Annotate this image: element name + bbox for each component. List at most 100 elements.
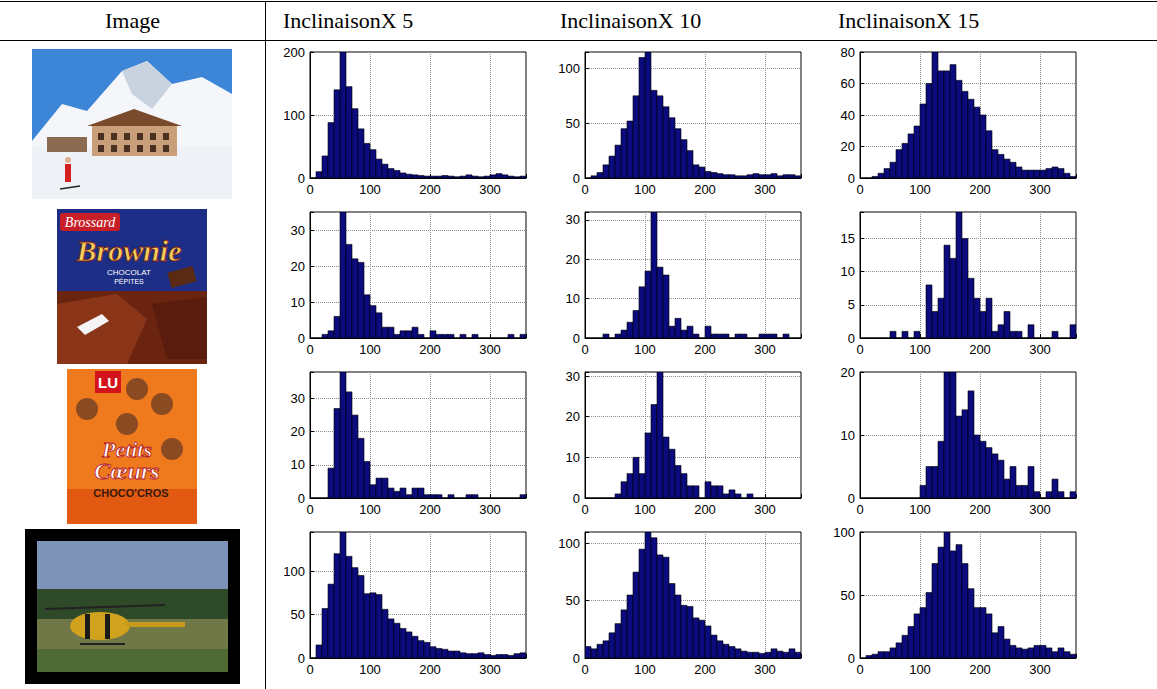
svg-text:0: 0 bbox=[298, 331, 305, 346]
svg-text:50: 50 bbox=[291, 607, 305, 622]
svg-text:100: 100 bbox=[909, 182, 931, 197]
svg-text:20: 20 bbox=[291, 259, 305, 274]
svg-text:300: 300 bbox=[754, 342, 776, 357]
html-text:Image: Image bbox=[105, 8, 160, 33]
svg-text:0: 0 bbox=[581, 662, 588, 677]
svg-text:30: 30 bbox=[291, 391, 305, 406]
svg-text:300: 300 bbox=[479, 502, 501, 517]
svg-text:200: 200 bbox=[419, 662, 441, 677]
svg-text:100: 100 bbox=[359, 182, 381, 197]
svg-text:20: 20 bbox=[841, 139, 855, 154]
svg-text:200: 200 bbox=[969, 182, 991, 197]
svg-text:100: 100 bbox=[359, 662, 381, 677]
svg-text:200: 200 bbox=[969, 662, 991, 677]
svg-text:0: 0 bbox=[306, 182, 313, 197]
svg-text:200: 200 bbox=[419, 502, 441, 517]
svg-text:300: 300 bbox=[1029, 342, 1051, 357]
svg-text:Brownie: Brownie bbox=[75, 234, 181, 267]
svg-text:100: 100 bbox=[558, 61, 580, 76]
svg-text:300: 300 bbox=[1029, 182, 1051, 197]
svg-text:CHOCOLAT: CHOCOLAT bbox=[107, 268, 151, 277]
svg-text:20: 20 bbox=[566, 252, 580, 267]
svg-text:200: 200 bbox=[283, 45, 305, 60]
svg-text:50: 50 bbox=[566, 116, 580, 131]
svg-text:100: 100 bbox=[909, 502, 931, 517]
svg-text:0: 0 bbox=[856, 662, 863, 677]
svg-text:300: 300 bbox=[754, 502, 776, 517]
svg-text:0: 0 bbox=[848, 491, 855, 506]
svg-text:0: 0 bbox=[856, 342, 863, 357]
svg-text:10: 10 bbox=[566, 291, 580, 306]
svg-text:0: 0 bbox=[306, 502, 313, 517]
svg-text:300: 300 bbox=[479, 182, 501, 197]
svg-text:300: 300 bbox=[754, 662, 776, 677]
svg-text:100: 100 bbox=[283, 564, 305, 579]
svg-text:50: 50 bbox=[841, 588, 855, 603]
svg-text:0: 0 bbox=[298, 651, 305, 666]
svg-text:LU: LU bbox=[98, 374, 118, 391]
svg-text:100: 100 bbox=[634, 662, 656, 677]
svg-text:100: 100 bbox=[359, 342, 381, 357]
svg-text:0: 0 bbox=[856, 502, 863, 517]
svg-text:5: 5 bbox=[848, 297, 855, 312]
svg-text:0: 0 bbox=[581, 182, 588, 197]
svg-text:0: 0 bbox=[573, 491, 580, 506]
svg-text:CHOCO'CROS: CHOCO'CROS bbox=[93, 487, 168, 499]
svg-text:10: 10 bbox=[291, 295, 305, 310]
svg-text:15: 15 bbox=[841, 231, 855, 246]
svg-text:100: 100 bbox=[909, 662, 931, 677]
svg-text:100: 100 bbox=[833, 525, 855, 540]
svg-text:300: 300 bbox=[479, 342, 501, 357]
svg-text:60: 60 bbox=[841, 76, 855, 91]
svg-text:0: 0 bbox=[856, 182, 863, 197]
svg-text:300: 300 bbox=[1029, 502, 1051, 517]
svg-text:40: 40 bbox=[841, 108, 855, 123]
svg-text:0: 0 bbox=[298, 491, 305, 506]
svg-text:0: 0 bbox=[306, 342, 313, 357]
svg-text:200: 200 bbox=[694, 502, 716, 517]
svg-text:100: 100 bbox=[283, 108, 305, 123]
svg-text:0: 0 bbox=[848, 171, 855, 186]
svg-text:Cœurs: Cœurs bbox=[94, 458, 159, 484]
svg-text:10: 10 bbox=[291, 457, 305, 472]
svg-text:50: 50 bbox=[566, 593, 580, 608]
svg-text:30: 30 bbox=[566, 212, 580, 227]
svg-text:300: 300 bbox=[479, 662, 501, 677]
svg-text:100: 100 bbox=[558, 536, 580, 551]
svg-text:0: 0 bbox=[581, 502, 588, 517]
svg-text:20: 20 bbox=[566, 409, 580, 424]
svg-text:30: 30 bbox=[566, 369, 580, 384]
svg-text:PÉPITES: PÉPITES bbox=[114, 277, 144, 285]
svg-text:20: 20 bbox=[841, 365, 855, 380]
svg-text:200: 200 bbox=[694, 342, 716, 357]
svg-text:Brossard: Brossard bbox=[65, 215, 116, 230]
svg-text:0: 0 bbox=[581, 342, 588, 357]
svg-text:100: 100 bbox=[359, 502, 381, 517]
svg-text:200: 200 bbox=[419, 342, 441, 357]
svg-text:20: 20 bbox=[291, 424, 305, 439]
svg-text:0: 0 bbox=[573, 331, 580, 346]
svg-text:300: 300 bbox=[754, 182, 776, 197]
svg-text:200: 200 bbox=[969, 342, 991, 357]
svg-text:200: 200 bbox=[969, 502, 991, 517]
svg-text:0: 0 bbox=[573, 651, 580, 666]
svg-text:30: 30 bbox=[291, 223, 305, 238]
svg-text:0: 0 bbox=[298, 171, 305, 186]
svg-text:100: 100 bbox=[634, 342, 656, 357]
svg-text:10: 10 bbox=[566, 450, 580, 465]
svg-text:0: 0 bbox=[573, 171, 580, 186]
svg-text:100: 100 bbox=[909, 342, 931, 357]
svg-text:0: 0 bbox=[306, 662, 313, 677]
html-text:InclinaisonX 5: InclinaisonX 5 bbox=[283, 8, 414, 33]
svg-text:200: 200 bbox=[694, 662, 716, 677]
svg-text:0: 0 bbox=[848, 331, 855, 346]
svg-text:200: 200 bbox=[419, 182, 441, 197]
svg-text:10: 10 bbox=[841, 428, 855, 443]
svg-text:100: 100 bbox=[634, 502, 656, 517]
svg-text:0: 0 bbox=[848, 651, 855, 666]
svg-text:10: 10 bbox=[841, 264, 855, 279]
svg-text:80: 80 bbox=[841, 45, 855, 60]
svg-text:200: 200 bbox=[694, 182, 716, 197]
svg-text:300: 300 bbox=[1029, 662, 1051, 677]
svg-text:100: 100 bbox=[634, 182, 656, 197]
